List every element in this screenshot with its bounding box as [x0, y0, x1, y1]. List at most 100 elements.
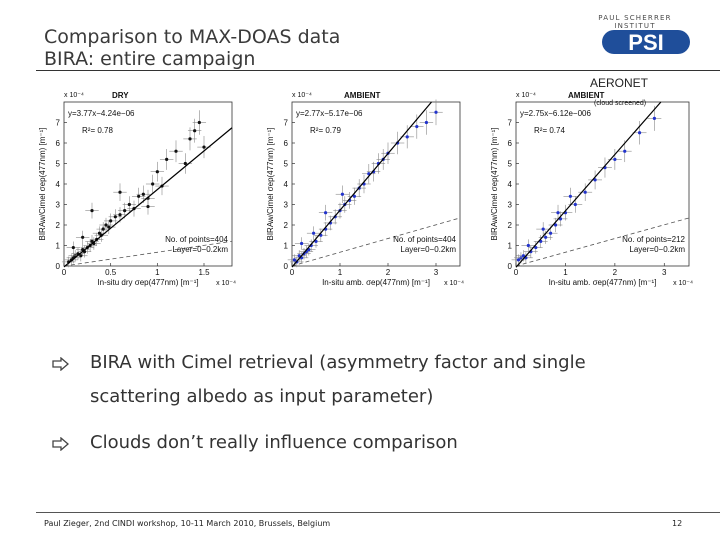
layer-label: Layer=0−0.2km — [172, 245, 228, 254]
data-point — [549, 231, 553, 235]
y-axis-label: BIRAw/Cimel σep(477nm) [m⁻¹] — [266, 127, 275, 240]
layer-label: Layer=0−0.2km — [629, 245, 685, 254]
y-scale-label: x 10⁻⁴ — [292, 92, 312, 99]
data-point — [415, 125, 419, 129]
y-tick-label: 0 — [284, 262, 289, 271]
fit-equation: y=3.77x−4.24e−06 — [68, 109, 135, 118]
x-tick-label: 1.5 — [198, 268, 210, 277]
data-point — [104, 223, 108, 227]
y-tick-label: 1 — [284, 242, 289, 251]
y-tick-label: 4 — [284, 180, 289, 189]
y-tick-label: 2 — [56, 221, 61, 230]
title-line-2: BIRA: entire campaign — [44, 48, 256, 70]
data-point — [637, 131, 642, 135]
data-point — [405, 135, 409, 139]
plot-ambient: 0 1 2 3 4 5 6 7 0 1 2 3 x 10⁻⁴ x 10⁻⁴ AMBIENT y=2.77x−5… — [264, 86, 474, 301]
y-tick-label: 3 — [508, 201, 513, 210]
x-tick-label: 0 — [62, 268, 67, 277]
data-point — [137, 194, 141, 198]
data-point — [526, 243, 530, 248]
x-tick-label: 3 — [662, 268, 667, 277]
r-squared: R²= 0.74 — [534, 126, 565, 135]
data-point — [324, 211, 328, 215]
data-point — [340, 192, 344, 196]
x-tick-label: 0 — [290, 268, 295, 277]
chart-title: AMBIENT — [344, 91, 381, 100]
bullet-arrow-icon — [52, 357, 69, 371]
data-point — [79, 254, 83, 258]
y-tick-label: 6 — [284, 139, 289, 148]
data-point — [188, 137, 192, 141]
y-tick-label: 5 — [284, 160, 289, 169]
data-point — [101, 227, 105, 231]
data-point — [312, 231, 316, 235]
y-tick-label: 7 — [56, 119, 61, 128]
r-squared: R²= 0.79 — [310, 126, 341, 135]
data-point — [174, 149, 178, 153]
data-point — [123, 209, 127, 213]
data-point — [151, 182, 155, 186]
n-points-label: No. of points=212 — [622, 235, 685, 244]
data-point — [297, 254, 301, 258]
data-point — [553, 223, 558, 227]
chart-ambient-svg: 0 1 2 3 4 5 6 7 0 1 2 3 x 10⁻⁴ x 10⁻⁴ AMBIENT y=2.77x−5… — [266, 91, 464, 287]
y-tick-label: 1 — [56, 242, 61, 251]
plot-dry: 0 1 2 3 4 5 6 7 0 0.5 1 1.5 x 10⁻⁴ x 10⁻⁴ DRY y=3.77x−4… — [36, 86, 246, 301]
data-point — [314, 239, 318, 243]
data-point — [113, 215, 117, 219]
y-axis-label: BIRAw/Cimel σep(477nm) [m⁻¹] — [38, 127, 47, 240]
data-point — [193, 129, 197, 133]
data-point — [300, 241, 304, 246]
x-tick-label: 2 — [386, 268, 391, 277]
reference-dashed-line — [291, 217, 461, 267]
data-point — [197, 120, 201, 125]
x-scale-label: x 10⁻⁴ — [216, 280, 236, 287]
x-tick-label: 1 — [563, 268, 568, 277]
logo-psi-text: PSI — [628, 30, 663, 55]
data-point — [146, 204, 150, 209]
y-tick-label: 3 — [284, 201, 289, 210]
r-squared: R²= 0.78 — [82, 126, 113, 135]
reference-dashed-line — [515, 217, 690, 267]
data-point — [90, 239, 94, 243]
y-tick-label: 5 — [56, 160, 61, 169]
data-point — [292, 258, 296, 262]
x-axis-label: In-situ amb. σep(477nm) [m⁻¹] — [322, 278, 430, 287]
chart-title: AMBIENT — [568, 91, 605, 100]
data-point — [534, 245, 538, 250]
x-scale-label: x 10⁻⁴ — [673, 280, 693, 287]
x-axis-label: In-situ dry σep(477nm) [m⁻¹] — [97, 278, 198, 287]
chart-dry-svg: 0 1 2 3 4 5 6 7 0 0.5 1 1.5 x 10⁻⁴ x 10⁻⁴ DRY y=3.77x−4… — [38, 91, 236, 287]
x-tick-label: 0.5 — [105, 268, 117, 277]
psi-logo: PAUL SCHERRER INSTITUT PSI — [578, 14, 692, 62]
reference-dashed-line — [63, 240, 233, 267]
x-tick-label: 2 — [613, 268, 618, 277]
data-point — [127, 202, 131, 207]
fit-line — [63, 127, 233, 268]
data-point — [613, 157, 617, 161]
y-scale-label: x 10⁻⁴ — [516, 92, 536, 99]
chart-title: DRY — [112, 91, 129, 100]
fit-equation: y=2.77x−5.17e−06 — [296, 109, 363, 118]
footer-text: Paul Zieger, 2nd CINDI workshop, 10-11 M… — [44, 519, 331, 528]
data-point — [516, 258, 521, 262]
data-point — [593, 178, 597, 182]
y-tick-label: 2 — [284, 221, 289, 230]
bullet-arrow-icon — [52, 437, 69, 451]
x-scale-label: x 10⁻⁴ — [444, 280, 464, 287]
data-point — [424, 120, 428, 125]
fit-line — [291, 101, 432, 268]
data-point — [109, 219, 113, 223]
y-tick-label: 6 — [56, 139, 61, 148]
data-point — [521, 254, 526, 258]
y-tick-label: 2 — [508, 221, 513, 230]
data-point — [118, 213, 122, 217]
data-point — [165, 157, 169, 161]
bullet-1-line-1: BIRA with Cimel retrieval (asymmetry fac… — [90, 352, 586, 373]
data-point — [183, 161, 187, 166]
data-point — [118, 190, 122, 194]
data-point — [623, 149, 627, 153]
chart-subtitle: (cloud screened) — [594, 100, 646, 107]
y-tick-label: 4 — [56, 180, 61, 189]
y-tick-label: 0 — [508, 262, 513, 271]
